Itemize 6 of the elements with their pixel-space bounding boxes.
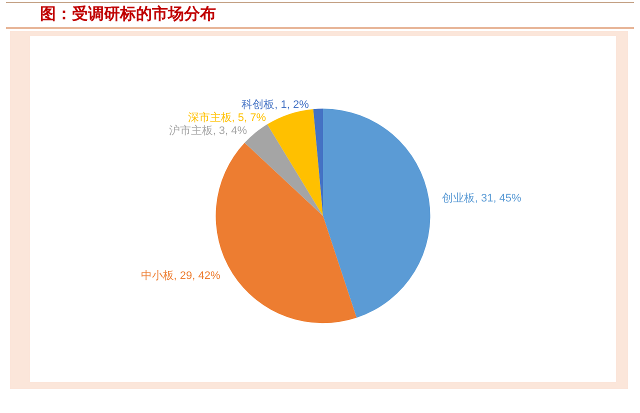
- chart-title: 图：受调研标的市场分布: [40, 4, 216, 25]
- slice-label: 沪市主板, 3, 4%: [168, 124, 248, 137]
- slice-label: 科创板, 1, 2%: [242, 98, 310, 111]
- slice-label: 深市主板, 5, 7%: [188, 110, 266, 124]
- slice-label: 中小板, 29, 42%: [140, 268, 220, 282]
- slice-label: 创业板, 31, 45%: [442, 191, 522, 204]
